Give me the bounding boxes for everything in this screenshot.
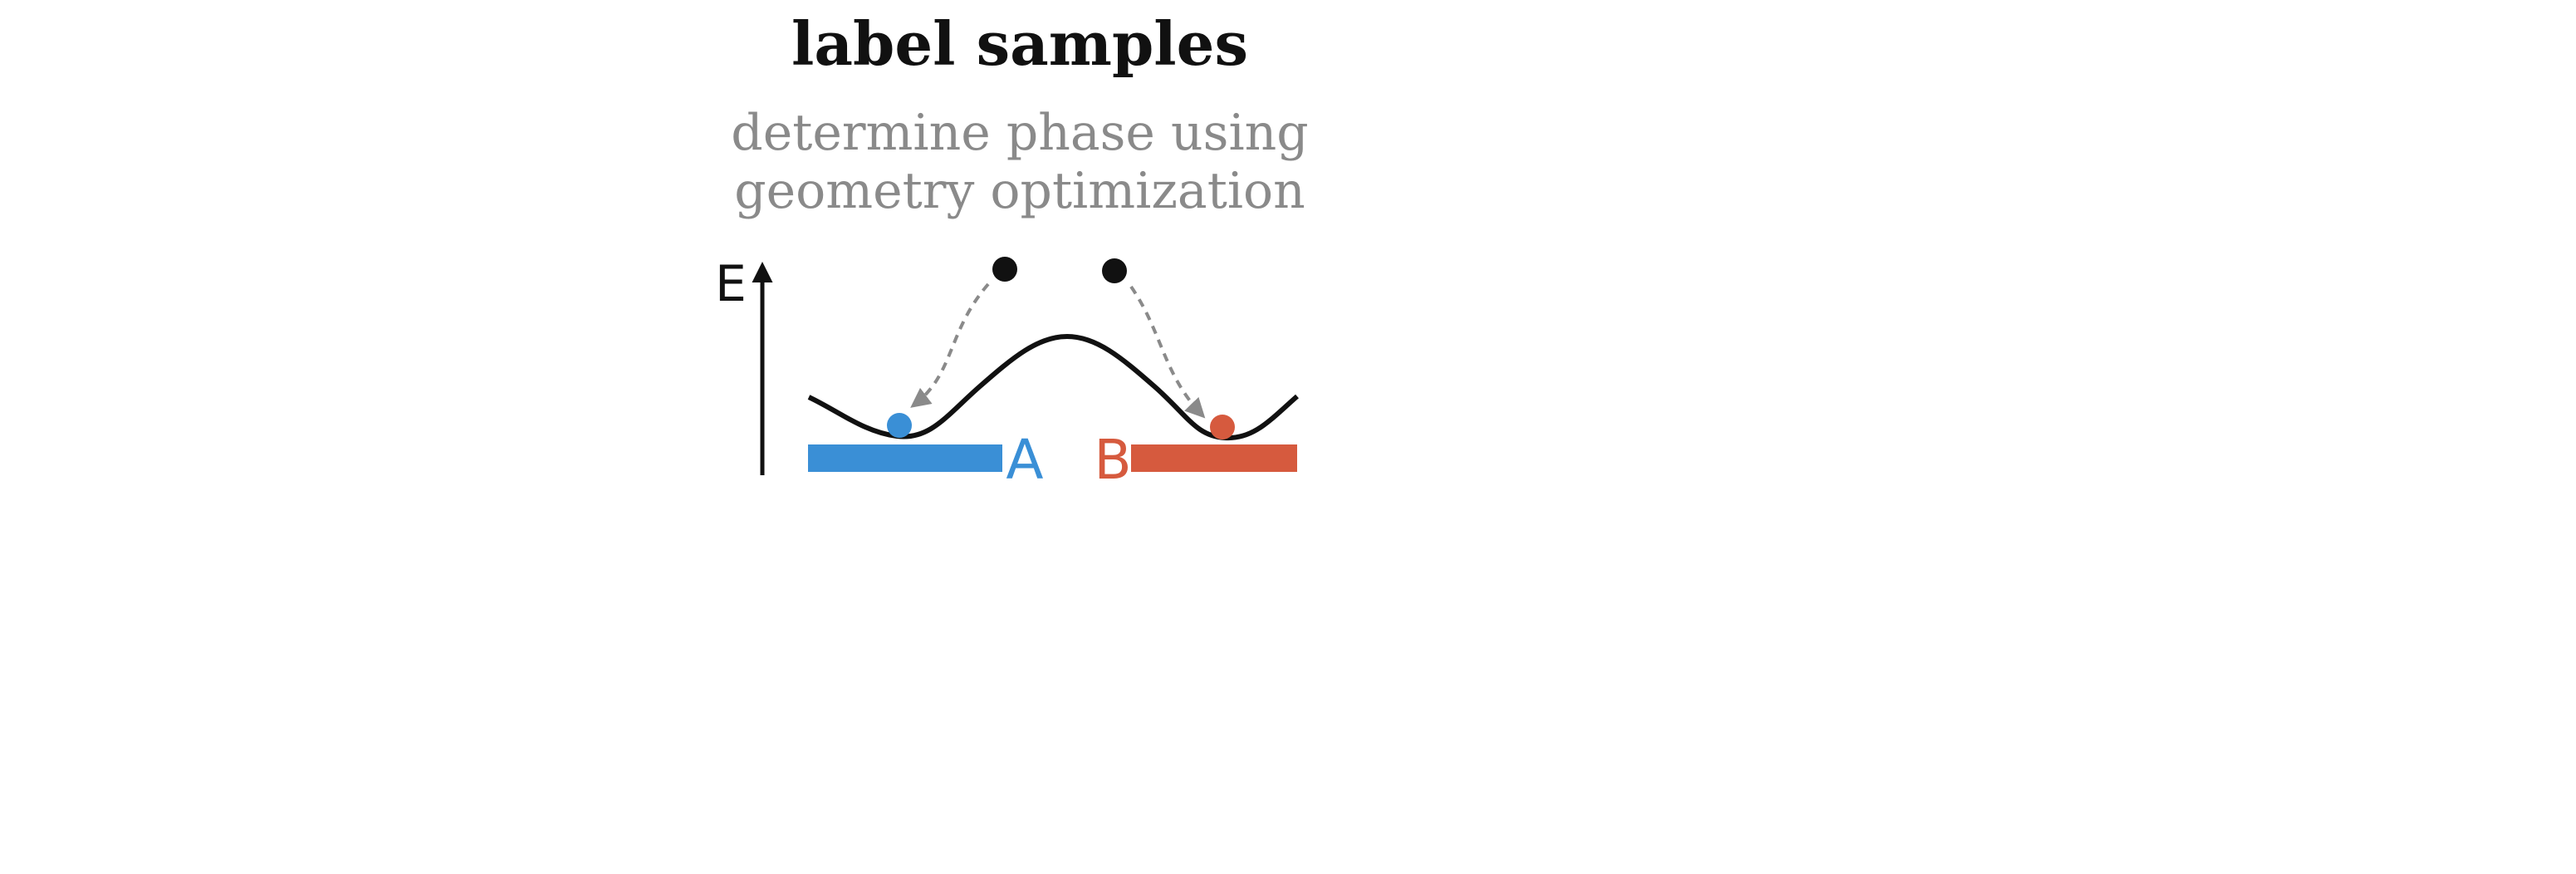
- initial-sample-right: [1102, 258, 1127, 283]
- optimized-sample-phase-b: [1210, 415, 1235, 439]
- diagram-title: label samples: [791, 8, 1248, 79]
- phase-b-bar: [1131, 444, 1297, 472]
- optimized-sample-phase-a: [887, 413, 912, 438]
- phase-a-bar: [808, 444, 1002, 472]
- subtitle-line-1: determine phase using: [731, 104, 1308, 162]
- optimization-arrow-left: [910, 282, 990, 408]
- energy-axis-label: E: [715, 255, 747, 313]
- subtitle-line-2: geometry optimization: [734, 162, 1305, 220]
- phase-b-label: B: [1094, 428, 1131, 492]
- phase-a-label: A: [1006, 428, 1043, 492]
- optimization-arrow-right: [1129, 285, 1206, 419]
- initial-sample-left: [992, 257, 1017, 282]
